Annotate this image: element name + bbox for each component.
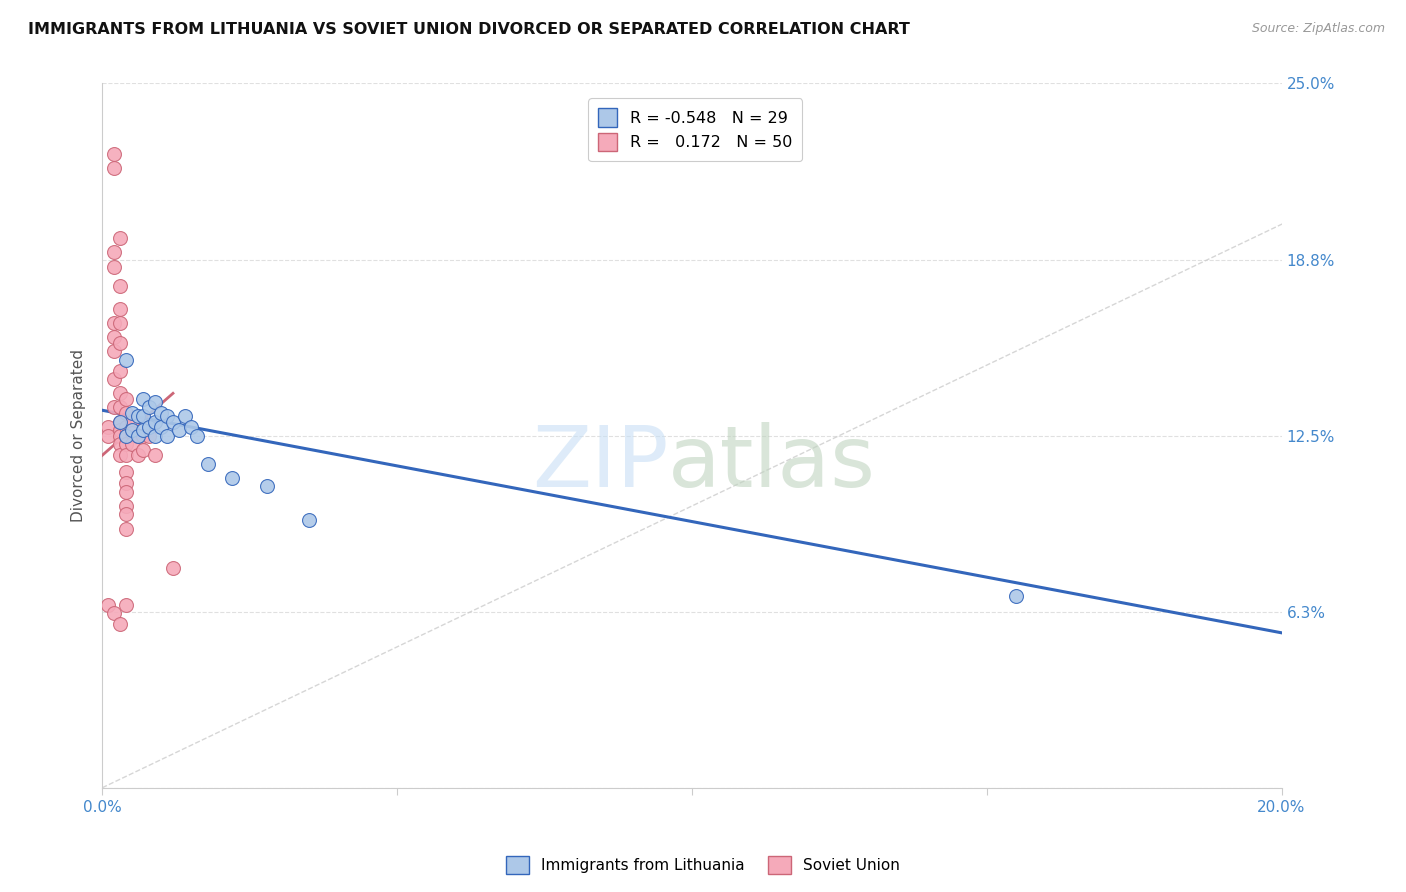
Point (114, 465, 136, 479)
Point (127, 409, 149, 423)
Point (143, 448, 166, 462)
Point (121, 437, 143, 451)
Text: atlas: atlas (668, 422, 876, 505)
Point (197, 457, 219, 471)
Point (108, 301, 131, 316)
Point (127, 428, 149, 442)
Point (150, 420, 173, 434)
Point (132, 442, 155, 457)
Point (143, 415, 166, 429)
Point (108, 448, 131, 462)
Point (103, 316, 125, 330)
Point (127, 448, 149, 462)
Point (162, 415, 184, 429)
Point (103, 372, 125, 386)
Point (108, 231, 131, 245)
Point (108, 316, 131, 330)
Point (103, 260, 125, 274)
Point (108, 279, 131, 293)
Point (103, 147, 125, 161)
Point (150, 406, 173, 420)
Point (103, 606, 125, 620)
Point (121, 415, 143, 429)
Point (114, 428, 136, 442)
Point (138, 401, 160, 415)
Text: Source: ZipAtlas.com: Source: ZipAtlas.com (1251, 22, 1385, 36)
Point (114, 476, 136, 491)
Point (162, 561, 184, 575)
Point (103, 161, 125, 175)
Point (138, 428, 160, 442)
Point (167, 423, 190, 437)
Text: ZIP: ZIP (531, 422, 668, 505)
Point (143, 428, 166, 442)
Point (221, 471, 243, 485)
Point (156, 428, 179, 442)
Point (114, 448, 136, 462)
Point (143, 394, 166, 409)
Point (108, 428, 131, 442)
Point (138, 420, 160, 434)
Point (114, 485, 136, 500)
Legend: R = -0.548   N = 29, R =   0.172   N = 50: R = -0.548 N = 29, R = 0.172 N = 50 (588, 98, 801, 161)
Point (127, 428, 149, 442)
Point (186, 428, 208, 442)
Point (108, 423, 131, 437)
Point (132, 392, 155, 406)
Legend: Immigrants from Lithuania, Soviet Union: Immigrants from Lithuania, Soviet Union (501, 850, 905, 880)
Point (114, 420, 136, 434)
Point (108, 386, 131, 401)
Point (103, 401, 125, 415)
Point (108, 364, 131, 378)
Point (114, 499, 136, 513)
Point (97, 598, 120, 612)
Point (180, 420, 202, 434)
Point (108, 415, 131, 429)
Point (97, 420, 120, 434)
Point (173, 409, 195, 423)
Point (114, 522, 136, 536)
Point (108, 401, 131, 415)
Point (103, 245, 125, 260)
Point (121, 423, 143, 437)
Point (103, 344, 125, 359)
Point (103, 330, 125, 344)
Point (132, 409, 155, 423)
Text: IMMIGRANTS FROM LITHUANIA VS SOVIET UNION DIVORCED OR SEPARATED CORRELATION CHAR: IMMIGRANTS FROM LITHUANIA VS SOVIET UNIO… (28, 22, 910, 37)
Point (121, 406, 143, 420)
Point (132, 428, 155, 442)
Point (256, 479, 278, 493)
Point (108, 335, 131, 350)
Point (108, 617, 131, 632)
Point (114, 352, 136, 367)
Point (108, 437, 131, 451)
Point (156, 409, 179, 423)
Point (121, 425, 143, 440)
Point (297, 513, 319, 527)
Point (114, 428, 136, 442)
Point (108, 415, 131, 429)
Point (114, 598, 136, 612)
Point (1005, 589, 1028, 603)
Point (114, 437, 136, 451)
Point (97, 428, 120, 442)
Point (114, 406, 136, 420)
Point (114, 392, 136, 406)
Point (132, 423, 155, 437)
Point (114, 508, 136, 522)
Y-axis label: Divorced or Separated: Divorced or Separated (72, 349, 86, 522)
